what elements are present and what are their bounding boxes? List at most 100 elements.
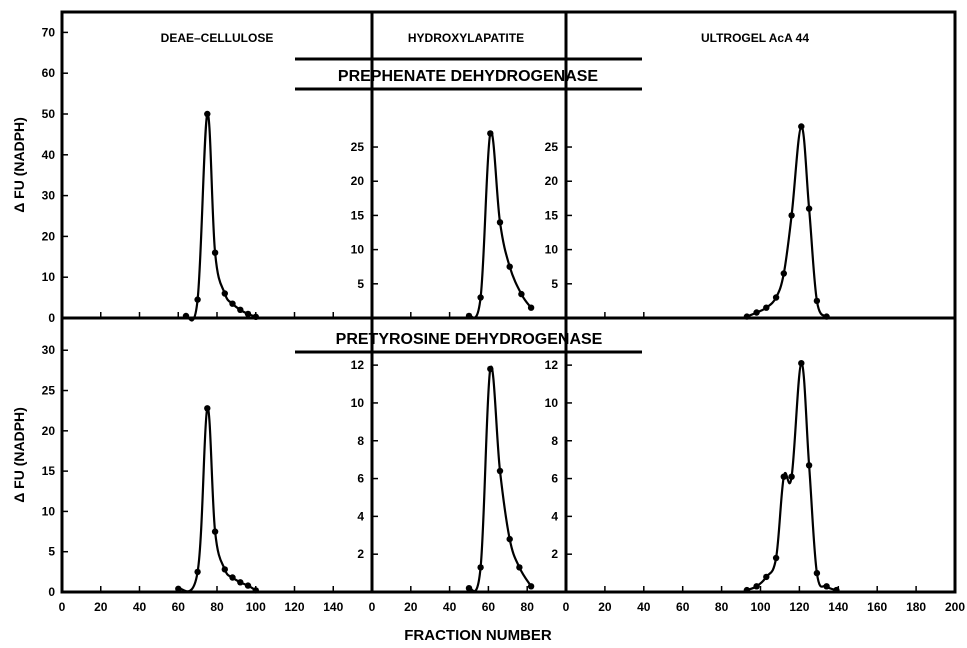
y-tick-label: 50 [42,107,56,121]
series-line [468,365,533,593]
series-line [177,407,257,593]
y-tick-label: 10 [42,270,56,284]
data-point [221,290,228,297]
data-point [211,528,219,535]
x-tick-label: 40 [443,600,457,614]
data-point [496,467,504,475]
data-point [194,296,201,303]
data-point [753,309,760,316]
data-point [772,294,780,301]
column-title-hydroxylapatite: HYDROXYLAPATITE [408,31,524,45]
data-point [465,585,473,592]
data-point [798,123,805,130]
data-point [211,249,219,256]
x-tick-label: 60 [676,600,690,614]
x-tick-label: 40 [133,600,147,614]
y-tick-label: 10 [351,243,365,257]
y-tick-label: 10 [351,396,365,410]
x-tick-label: 140 [323,600,343,614]
data-point [229,300,236,307]
y-tick-label: 10 [545,396,559,410]
y-tick-label: 5 [48,545,55,559]
x-tick-label: 0 [59,600,66,614]
panels: 0102030405060705101520255101520250510152… [42,25,966,614]
y-tick-label: 4 [357,509,364,523]
data-point [788,212,795,219]
panel-3: 0 5 10 15 20 25 30 0 20 40 60 80 100 120 140 [42,343,344,614]
series-line [746,125,828,318]
data-point [194,568,201,576]
y-tick-label: 0 [48,585,55,599]
data-point [229,574,236,581]
data-point [823,313,830,320]
x-tick-label: 40 [637,600,651,614]
data-point [237,579,244,586]
y-tick-label: 60 [42,66,56,80]
y-tick-label: 5 [357,277,364,291]
x-tick-label: 80 [715,600,729,614]
y-axis-label-bottom: Δ FU (NADPH) [11,407,27,503]
x-tick-label: 0 [369,600,376,614]
data-point [175,585,182,592]
x-tick-label: 20 [598,600,612,614]
y-tick-label: 30 [42,343,56,357]
y-tick-label: 20 [545,174,559,188]
series-line [184,112,257,322]
y-tick-label: 10 [545,243,559,257]
data-point [763,573,770,581]
panel-1: 5 10 15 20 25 [351,130,535,320]
figure-frame [60,10,957,594]
data-point [204,110,211,118]
x-tick-label: 100 [750,600,770,614]
data-point [813,297,821,305]
data-point [805,462,813,469]
x-tick-label: 200 [945,600,965,614]
data-point [813,569,821,577]
data-point [221,566,228,573]
data-point [518,290,525,298]
y-tick-label: 5 [551,277,558,291]
data-point [753,583,760,590]
x-tick-label: 80 [521,600,535,614]
panel-4: 2 4 6 8 10 12 0 20 40 60 80 [351,358,535,614]
data-point [237,306,244,313]
data-point [743,313,751,320]
x-tick-label: 120 [284,600,304,614]
data-point [788,473,795,480]
data-point [252,587,259,594]
y-tick-label: 25 [545,140,559,154]
data-point [244,582,252,589]
data-point [496,219,504,226]
column-title-deae: DEAE–CELLULOSE [161,31,274,45]
data-point [487,365,494,373]
y-tick-label: 10 [42,504,56,518]
data-point [252,313,259,320]
x-tick-label: 60 [482,600,496,614]
panel-0: 0 10 20 30 40 50 60 70 [42,25,334,325]
y-tick-label: 15 [42,464,56,478]
y-tick-label: 6 [551,472,558,486]
data-point [823,583,830,590]
data-point [780,270,787,277]
enzyme-title-prephenate: PREPHENATE DEHYDROGENASE [338,68,599,85]
y-tick-label: 0 [48,311,55,325]
data-point [204,405,211,412]
data-point [780,473,787,480]
data-point [182,312,190,320]
y-tick-label: 15 [351,208,365,222]
x-tick-label: 80 [210,600,224,614]
y-tick-label: 25 [42,384,56,398]
panel-2: 5 10 15 20 25 [545,123,830,320]
y-tick-label: 20 [351,174,365,188]
data-point [477,564,484,571]
data-point [772,554,780,562]
x-tick-label: 120 [789,600,809,614]
data-point [527,304,535,311]
data-point [244,310,252,318]
y-tick-label: 6 [357,472,364,486]
data-point [506,263,513,270]
data-point [506,535,513,543]
y-tick-label: 30 [42,189,56,203]
data-point [516,564,523,571]
